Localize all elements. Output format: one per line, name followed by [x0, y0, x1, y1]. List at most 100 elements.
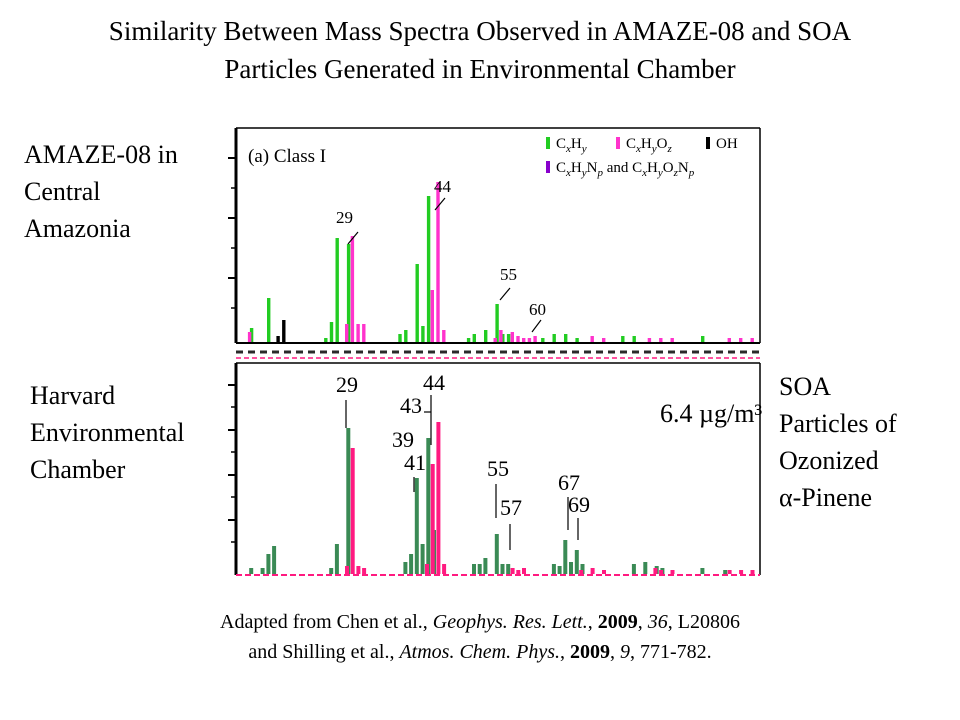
spectrum-bar [403, 562, 408, 574]
spectrum-bar [621, 336, 625, 342]
spectrum-bar [362, 324, 366, 342]
spectrum-bar [398, 334, 402, 342]
legend-label-cxhyoz: CxHyOz [626, 136, 672, 155]
amaze-label-line: Amazonia [24, 214, 131, 243]
bottom-peak-label: 41 [404, 450, 426, 475]
spectrum-bar [569, 562, 573, 574]
spectrum-bar [701, 336, 705, 342]
citation-shilling-year: 2009 [569, 641, 610, 663]
spectrum-bar [723, 570, 728, 574]
spectrum-bar [541, 338, 545, 342]
bottom-peak-label: 43 [400, 393, 422, 418]
citation-chen-prefix: Adapted from Chen et al., [220, 611, 433, 633]
spectrum-bar [557, 566, 562, 574]
spectrum-bar [510, 568, 515, 574]
spectrum-bar [580, 564, 585, 574]
spectrum-bar [506, 564, 511, 574]
slide-title: Similarity Between Mass Spectra Observed… [0, 12, 960, 88]
spectrum-bar [249, 568, 254, 574]
amaze-label-line: Central [24, 177, 101, 206]
spectrum-bar [484, 330, 488, 342]
top-legend: CxHy CxHyOz OH CxHyNp and CxHyOzNp [546, 136, 738, 179]
citation-chen-volume: 36 [647, 611, 668, 633]
spectrum-bar [516, 336, 520, 342]
spectrum-bar [415, 264, 419, 342]
spectrum-bar [335, 238, 339, 342]
citation-chen-sep: , [587, 611, 598, 633]
legend-swatch-nitrogen [546, 161, 550, 173]
citation-caption: Adapted from Chen et al., Geophys. Res. … [0, 607, 960, 667]
spectrum-bar [670, 338, 674, 342]
spectrum-bar [500, 564, 505, 574]
spectrum-bar [334, 544, 339, 574]
spectrum-bar [420, 544, 425, 574]
soa-label-line: SOA [779, 372, 832, 401]
spectrum-bar [495, 304, 499, 342]
spectrum-bar [506, 334, 511, 342]
panel-separator [236, 350, 760, 359]
legend-swatch-cxhyoz [616, 137, 620, 149]
legend-swatch-oh [706, 137, 710, 149]
spectrum-bar [436, 182, 440, 342]
spectrum-bar [579, 570, 584, 574]
top-peak-label: 29 [336, 208, 353, 227]
spectrum-bar [442, 564, 447, 574]
legend-swatch-cxhy [546, 137, 550, 149]
spectrum-bar [551, 564, 556, 574]
soa-label-line: Ozonized [779, 446, 879, 475]
spectrum-bar [430, 290, 434, 342]
spectrum-bar [346, 428, 351, 574]
top-peak-label: 60 [529, 300, 546, 319]
spectrum-bar [409, 554, 414, 574]
bottom-peak-label: 57 [500, 495, 522, 520]
spectrum-bar [483, 558, 488, 574]
spectrum-bar [260, 568, 265, 574]
citation-shilling-journal: Atmos. Chem. Phys. [399, 641, 560, 663]
bottom-peak-label: 39 [392, 427, 414, 452]
spectrum-bar [727, 570, 732, 574]
top-chart-subtitle: (a) Class I [248, 146, 326, 167]
spectrum-bar [501, 334, 505, 342]
spectrum-bar [563, 540, 568, 574]
top-peak-label: 44 [434, 177, 452, 196]
chamber-label-line: Harvard [30, 381, 116, 410]
spectrum-bar [276, 336, 280, 342]
spectrum-bar [472, 334, 476, 342]
amaze-label: AMAZE-08 in Central Amazonia [24, 136, 178, 247]
spectrum-bar [324, 338, 328, 342]
spectrum-bar [643, 562, 648, 574]
top-peak-annotations: 29 44 55 60 [336, 177, 546, 333]
spectrum-bar [436, 422, 441, 574]
bottom-peak-label: 55 [487, 456, 509, 481]
spectrum-bar [510, 332, 514, 342]
spectrum-bar [442, 330, 446, 342]
spectrum-bar [494, 534, 499, 574]
spectrum-bar [430, 464, 435, 574]
top-peak-label: 55 [500, 265, 517, 284]
chamber-label-line: Environmental [30, 418, 185, 447]
spectrum-bar [533, 336, 537, 342]
amaze-spectrum-panel: (a) Class I CxHy CxHyOz OH CxHyNp and Cx… [228, 127, 761, 344]
spectrum-bar [647, 338, 652, 342]
spectrum-bar [345, 566, 349, 574]
soa-label-line: α-Pinene [779, 483, 873, 512]
spectrum-bar [516, 570, 521, 574]
spectrum-bar [602, 338, 606, 342]
spectrum-bar [356, 324, 360, 342]
spectrum-bar [282, 320, 286, 342]
legend-label-nitrogen: CxHyNp and CxHyOzNp [556, 160, 695, 179]
spectrum-bar [522, 338, 526, 342]
chamber-spectrum-panel: 6.4 µg/m³ 29 39 41 43 44 55 57 67 69 [228, 362, 762, 576]
spectrum-bar [602, 570, 606, 574]
soa-label-line: Particles of [779, 409, 897, 438]
spectrum-bar [414, 478, 419, 574]
spectrum-bar [670, 570, 675, 574]
spectrum-bar [350, 236, 355, 342]
bottom-peak-annotations: 29 39 41 43 44 55 57 67 69 [336, 370, 590, 550]
spectrum-bar [564, 334, 568, 342]
spectrum-bar [356, 566, 361, 574]
spectrum-bar [267, 298, 271, 342]
spectrum-bar [653, 568, 658, 574]
spectrum-bar [350, 448, 355, 574]
spectrum-bar [700, 568, 705, 574]
